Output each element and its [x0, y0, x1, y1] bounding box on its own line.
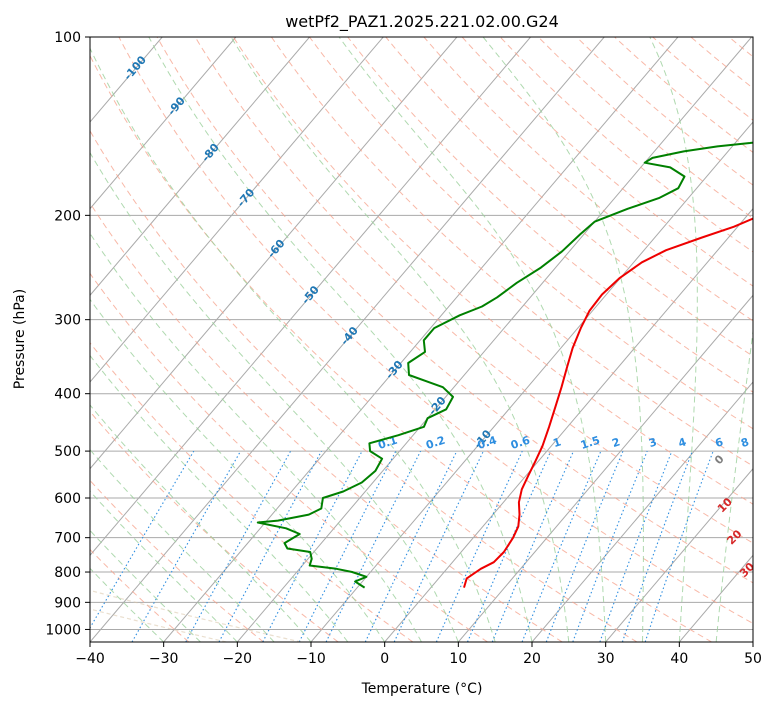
- dry-adiabat-line: [90, 479, 264, 642]
- isotherm-line: [384, 207, 753, 642]
- mixing-ratio-label: 0.2: [424, 434, 447, 452]
- moist-adiabat-line: [230, 37, 570, 642]
- dry-adiabat-line: [461, 37, 753, 287]
- x-tick-label: 0: [380, 651, 389, 667]
- mixing-ratio-line: [545, 450, 624, 642]
- mixing-ratio-label: 0.1: [376, 434, 399, 452]
- y-axis-title: Pressure (hPa): [12, 289, 28, 389]
- mixing-ratio-line: [644, 450, 714, 642]
- dry-adiabat-line: [423, 37, 753, 322]
- mixing-ratio-label: 2: [610, 435, 621, 450]
- x-tick-label: 20: [523, 651, 541, 667]
- dry-adiabat-line: [90, 342, 414, 642]
- isotherm-line: [605, 467, 753, 642]
- x-tick-label: 30: [597, 651, 615, 667]
- mixing-ratio-label: 8: [739, 435, 750, 450]
- dry-adiabat-line: [309, 37, 753, 430]
- chart-title: wetPf2_PAZ1.2025.221.02.00.G24: [285, 12, 559, 32]
- isotherm-line: [236, 37, 752, 642]
- y-tick-label: 400: [54, 387, 81, 403]
- dry-adiabat-line: [347, 37, 753, 393]
- dewpoint-profile-line: [256, 141, 753, 589]
- plot-frame: [89, 36, 754, 643]
- moist-adiabat-line: [482, 37, 644, 642]
- x-tick-label: −40: [75, 651, 105, 667]
- isotherm-line: [90, 37, 310, 297]
- mixing-ratio-line: [572, 450, 648, 642]
- moist-adiabat-line: [148, 37, 533, 642]
- dry-adiabat-line: [232, 37, 753, 505]
- dry-adiabat-line: [90, 54, 712, 642]
- moist-adiabat-line: [715, 327, 753, 642]
- mixing-ratio-line: [466, 450, 552, 642]
- mixing-ratio-label: 1: [551, 435, 562, 450]
- mixing-ratio-line: [325, 450, 422, 642]
- mixing-ratio-label: 3: [647, 435, 658, 450]
- isotherm-line: [90, 37, 237, 210]
- temperature-profile-line: [463, 217, 753, 588]
- mixing-ratio-label: 6: [714, 435, 726, 450]
- mixing-ratio-line: [491, 450, 575, 642]
- y-tick-label: 800: [54, 565, 81, 581]
- isotherm-line: [90, 37, 458, 470]
- mixing-ratio-line: [185, 450, 292, 642]
- profiles: [256, 141, 753, 589]
- dry-adiabat-line: [194, 37, 753, 544]
- moist-adiabat-line: [90, 298, 386, 642]
- isotherm-line: [163, 37, 679, 642]
- moist-adiabat-line: [338, 37, 607, 642]
- x-axis-title: Temperature (°C): [361, 681, 483, 697]
- moist-adiabat-line: [90, 47, 496, 642]
- mixing-ratio-line: [621, 450, 693, 642]
- dry-adiabat-line: [90, 129, 638, 642]
- isotherm-line: [90, 37, 531, 557]
- mixing-ratio-label: 0.6: [509, 433, 532, 451]
- isotherm-line: [531, 381, 753, 642]
- mixing-ratio-line: [521, 450, 602, 642]
- moist-adiabat-line: [90, 404, 312, 642]
- dry-adiabat-line: [156, 37, 753, 584]
- mixing-ratio-line: [218, 450, 322, 642]
- x-tick-label: 40: [670, 651, 688, 667]
- y-tick-label: 600: [54, 491, 81, 507]
- y-tick-label: 700: [54, 531, 81, 547]
- dry-adiabat-line: [499, 37, 753, 253]
- y-tick-label: 200: [54, 208, 81, 224]
- moist-adiabat-line: [649, 37, 698, 642]
- y-tick-label: 900: [54, 595, 81, 611]
- mixing-ratio-label: 0.4: [476, 433, 499, 451]
- mixing-ratio-line: [435, 450, 523, 642]
- y-tick-label: 300: [54, 313, 81, 329]
- x-tick-label: 50: [744, 651, 762, 667]
- x-tick-label: 10: [449, 651, 467, 667]
- y-tick-label: 1000: [45, 622, 81, 638]
- mixing-ratio-label: 1.5: [579, 434, 602, 452]
- y-axis: 100 200 300 400 500 600 700 800 900 1000: [45, 30, 90, 638]
- dry-adiabat-line: [270, 37, 753, 467]
- x-axis: −40 −30 −20 −10 0 10 20 30 40 50: [75, 642, 762, 667]
- y-tick-label: 100: [54, 30, 81, 46]
- x-tick-label: −30: [149, 651, 179, 667]
- moist-adiabat-line: [90, 354, 349, 642]
- x-tick-label: −10: [296, 651, 326, 667]
- y-tick-label: 500: [54, 444, 81, 460]
- reference-lines: [90, 37, 753, 642]
- moist-adiabat-line: [90, 151, 459, 642]
- isotherm-line: [90, 37, 384, 383]
- mixing-ratio-label: 4: [677, 435, 689, 450]
- moist-adiabat-line: [90, 232, 422, 642]
- isotherm-line: [457, 294, 753, 642]
- x-tick-label: −20: [223, 651, 253, 667]
- mixing-ratio-line: [298, 450, 397, 642]
- mixing-ratio-line: [599, 450, 673, 642]
